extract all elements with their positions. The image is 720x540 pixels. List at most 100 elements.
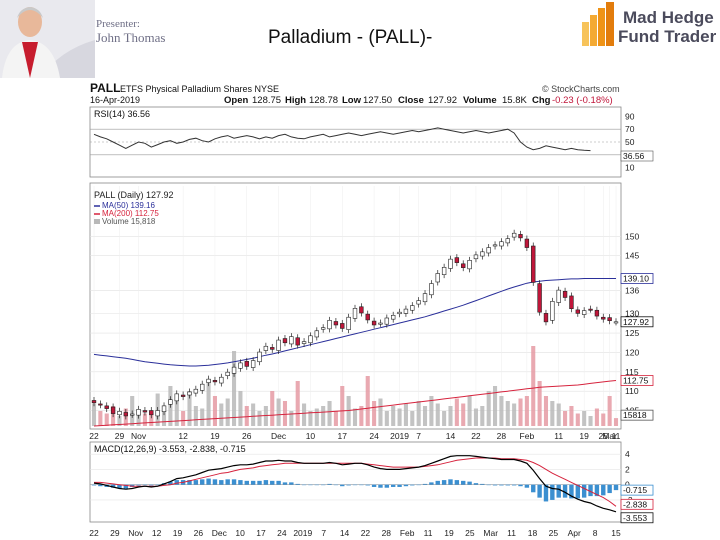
candle-body [130, 413, 135, 416]
candle-body [98, 403, 103, 406]
rsi-panel: RSI(14) 36.56 9070503010 36.56 [89, 106, 654, 178]
volume-bar [161, 406, 167, 426]
x-tick-mid: 28 [497, 431, 507, 441]
macd-histogram-bar [359, 484, 364, 486]
candle-body [352, 308, 358, 319]
volume-bar [454, 398, 459, 426]
volume-bar [187, 391, 192, 426]
macd-histogram-bar [244, 480, 249, 485]
volume-bar [149, 411, 154, 426]
volume-bar [174, 401, 179, 426]
x-tick-bottom: 29 [110, 528, 120, 538]
x-tick-bottom: 25 [549, 528, 559, 538]
x-tick-mid: Feb [520, 431, 535, 441]
macd-histogram-bar [308, 484, 313, 486]
x-tick-mid: 7 [416, 431, 421, 441]
macd-histogram-bar [454, 480, 460, 485]
macd-histogram-bar [219, 480, 224, 485]
candle-body [422, 293, 428, 303]
macd-histogram-bar [320, 484, 326, 486]
logo-line2: Fund Trader [618, 27, 717, 46]
candle-body [155, 410, 160, 417]
macd-histogram-bar [200, 479, 205, 485]
macd-histogram-bar [422, 483, 428, 485]
candle-body [613, 321, 619, 324]
x-tick-bottom: Nov [128, 528, 144, 538]
candle-body [378, 322, 383, 325]
macd-histogram-bar [263, 480, 269, 485]
macd-histogram-bar [340, 484, 345, 487]
x-tick-bottom: 14 [340, 528, 350, 538]
candle-body [142, 410, 148, 413]
x-tick-bottom: 28 [382, 528, 392, 538]
macd-histogram-bar [467, 481, 472, 485]
volume-bar [499, 396, 504, 426]
candle-body [569, 295, 574, 310]
x-tick-mid: 2019 [390, 431, 409, 441]
high-label: High [285, 95, 306, 106]
candle-body [346, 316, 351, 330]
volume-label: Volume [463, 95, 497, 106]
volume-bar [531, 346, 536, 426]
x-tick-bottom: 8 [593, 528, 598, 538]
candle-body [187, 391, 192, 396]
candle-body [461, 263, 466, 268]
macd-line [93, 455, 617, 513]
price-tick: 136 [625, 286, 639, 296]
volume-bar [327, 401, 332, 426]
macd-histogram-bar [473, 483, 479, 485]
volume-bar [575, 413, 580, 426]
candle-body [467, 260, 472, 270]
macd-histogram-bar [492, 484, 498, 486]
candle-body [524, 238, 530, 248]
volume-bar [518, 398, 523, 426]
macd-histogram-bar [390, 484, 396, 487]
macd-histogram-bar [378, 484, 383, 488]
macd-histogram-bar [607, 484, 612, 494]
volume-bar [104, 413, 109, 426]
chg-label: Chg [532, 95, 551, 106]
volume-bar [556, 403, 561, 426]
chart-symbol: PALL [90, 81, 120, 95]
macd-histogram-bar [123, 484, 129, 489]
macd-histogram-bar [346, 484, 351, 486]
candle-body [448, 258, 453, 269]
candle-body [314, 330, 319, 338]
candle-body [537, 283, 542, 313]
x-axis-mid: 22 29 Nov 12 19 26 Dec 10 17 24 2019 7 14 22 28 Feb 11 19… [89, 431, 620, 441]
macd-tag: -2.838 [623, 499, 647, 509]
volume-bar [563, 411, 568, 426]
macd-histogram-bar [314, 484, 320, 486]
macd-histogram-bar [594, 484, 600, 497]
volume-bar [257, 411, 262, 426]
slide-header: Presenter: John Thomas Palladium - (PALL… [0, 0, 720, 78]
volume-bar [359, 406, 364, 426]
x-tick-bottom: 2019 [293, 528, 312, 538]
volume-bar [181, 411, 186, 426]
rsi-line [93, 127, 591, 152]
volume-bar [225, 398, 230, 426]
volume-bar [524, 396, 529, 426]
x-tick-bottom: Feb [400, 528, 415, 538]
x-tick-bottom: 25 [465, 528, 475, 538]
mad-hedge-logo: Mad Hedge Fund Trader [582, 2, 717, 46]
macd-histogram-bar [581, 484, 587, 498]
close-label: Close [398, 95, 424, 106]
volume-bar [480, 406, 485, 426]
candle-body [454, 257, 460, 263]
volume-bar [251, 403, 256, 426]
macd-histogram-bar [98, 484, 103, 487]
macd-histogram-bar [168, 481, 173, 485]
candle-body [492, 244, 498, 247]
candle-body [149, 410, 154, 416]
x-tick-bottom: 7 [321, 528, 326, 538]
x-tick-bottom: Apr [568, 528, 581, 538]
volume-bar [308, 411, 313, 426]
volume-bar [321, 406, 326, 426]
x-tick-bottom: Mar [483, 528, 498, 538]
x-tick-bottom: 19 [173, 528, 183, 538]
volume-bar [365, 376, 370, 426]
volume-bar [613, 418, 619, 426]
chart-header: PALL ETFS Physical Palladium Shares NYSE… [90, 81, 620, 106]
x-tick-mid: 19 [210, 431, 220, 441]
